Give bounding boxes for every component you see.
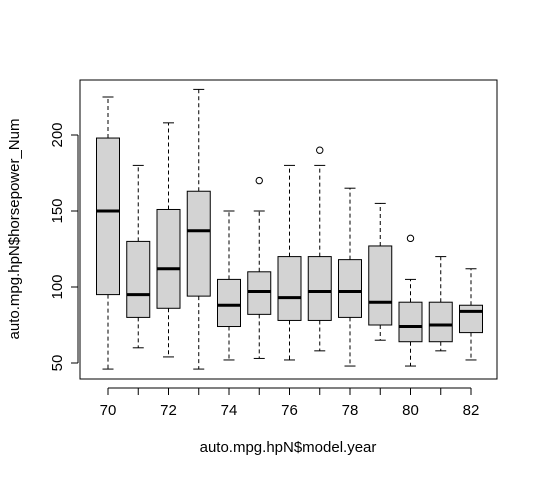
box-76	[278, 165, 301, 360]
outlier-point	[256, 177, 262, 183]
box-75	[248, 177, 271, 358]
y-tick-label: 100	[49, 274, 66, 299]
x-tick-label: 74	[221, 402, 238, 419]
x-tick-label: 78	[342, 402, 359, 419]
iqr-box	[127, 241, 150, 317]
box-71	[127, 165, 150, 347]
iqr-box	[429, 302, 452, 342]
box-78	[339, 188, 362, 366]
iqr-box	[460, 305, 483, 332]
box-77	[308, 147, 331, 351]
iqr-box	[369, 246, 392, 325]
y-tick-label: 150	[49, 198, 66, 223]
iqr-box	[339, 260, 362, 318]
y-tick-label: 200	[49, 122, 66, 147]
iqr-box	[187, 191, 210, 296]
box-82	[460, 269, 483, 360]
iqr-box	[218, 279, 241, 326]
x-tick-label: 70	[100, 402, 117, 419]
iqr-box	[248, 272, 271, 315]
iqr-box	[157, 209, 180, 308]
x-tick-label: 76	[281, 402, 298, 419]
y-tick-label: 50	[49, 355, 66, 372]
outlier-point	[317, 147, 323, 153]
x-axis-label: auto.mpg.hpN$model.year	[200, 439, 377, 456]
y-axis: 50 100 150 200	[49, 122, 78, 371]
iqr-box	[399, 302, 422, 342]
x-axis: 70 72 74 76 78 80 82	[100, 388, 480, 419]
y-axis-label: auto.mpg.hpN$horsepower_Num	[6, 119, 23, 340]
boxes-layer	[97, 89, 483, 369]
x-tick-label: 72	[160, 402, 177, 419]
box-81	[429, 257, 452, 351]
box-79	[369, 203, 392, 340]
iqr-box	[97, 138, 120, 295]
outlier-point	[407, 235, 413, 241]
box-70	[97, 97, 120, 369]
box-74	[218, 211, 241, 360]
x-tick-label: 80	[402, 402, 419, 419]
iqr-box	[308, 257, 331, 321]
box-72	[157, 123, 180, 357]
x-tick-label: 82	[463, 402, 480, 419]
box-80	[399, 235, 422, 366]
iqr-box	[278, 257, 301, 321]
box-73	[187, 89, 210, 369]
